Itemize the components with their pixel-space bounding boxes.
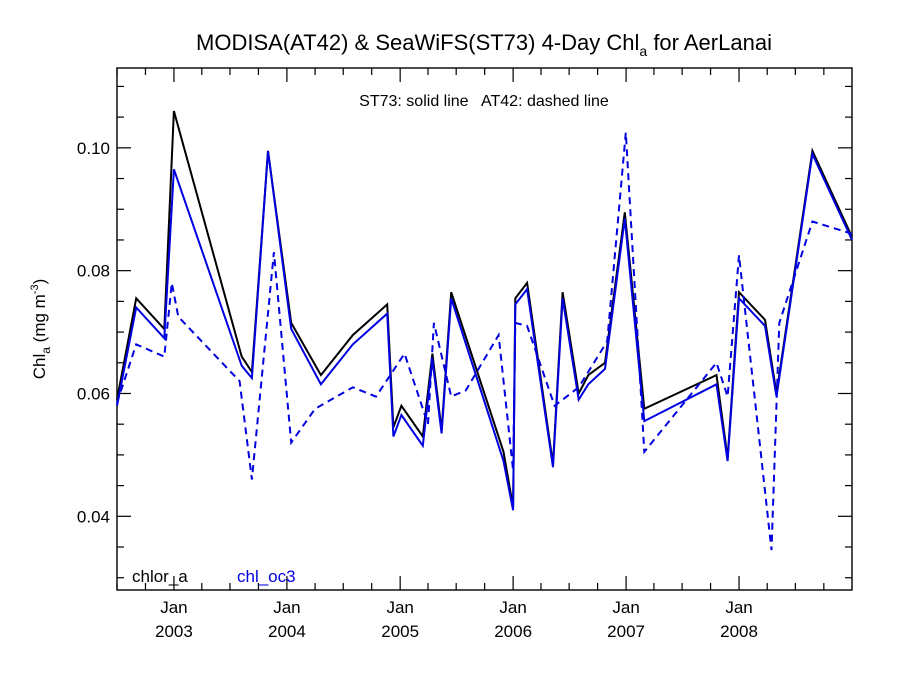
y-axis-label-units: (mg m bbox=[30, 294, 49, 347]
legend-label-chlor-a: chlor_a bbox=[132, 567, 188, 586]
series-line-st73-chlor-a bbox=[116, 110, 853, 508]
y-axis-label: Chla (mg m-3) bbox=[29, 279, 53, 380]
line-style-annotation: ST73: solid line AT42: dashed line bbox=[359, 93, 609, 110]
chart-title-subscript: a bbox=[639, 43, 647, 59]
x-tick-label-year: 2004 bbox=[268, 622, 306, 641]
x-tick-label-month: Jan bbox=[273, 598, 300, 617]
y-axis-label-close: ) bbox=[30, 279, 49, 285]
x-tick-label-month: Jan bbox=[725, 598, 752, 617]
chart-title-tail: for AerLanai bbox=[647, 30, 772, 55]
y-tick-label: 0.08 bbox=[77, 262, 110, 281]
x-tick-label-year: 2007 bbox=[607, 622, 645, 641]
y-axis-label-subscript: a bbox=[39, 347, 53, 354]
y-axis-label-superscript: -3 bbox=[29, 284, 41, 294]
data-series bbox=[116, 110, 853, 551]
plot-frame bbox=[116, 67, 853, 591]
x-tick-label-year: 2006 bbox=[494, 622, 532, 641]
x-tick-label-month: Jan bbox=[612, 598, 639, 617]
x-tick-label-year: 2005 bbox=[381, 622, 419, 641]
x-tick-label-year: 2003 bbox=[155, 622, 193, 641]
chart-title: MODISA(AT42) & SeaWiFS(ST73) 4-Day Chla … bbox=[196, 30, 772, 59]
y-axis-label-main: Chl bbox=[30, 354, 49, 380]
x-tick-label-month: Jan bbox=[386, 598, 413, 617]
x-tick-label-month: Jan bbox=[160, 598, 187, 617]
series-line-at42-chl-oc3 bbox=[116, 132, 853, 551]
y-tick-label: 0.10 bbox=[77, 139, 110, 158]
x-tick-label-year: 2008 bbox=[720, 622, 758, 641]
legend: chlor_a chl_oc3 bbox=[132, 567, 296, 586]
series-line-st73-chl-oc3 bbox=[116, 150, 853, 511]
y-tick-label: 0.04 bbox=[77, 507, 110, 526]
chart-title-main: MODISA(AT42) & SeaWiFS(ST73) 4-Day Chl bbox=[196, 30, 639, 55]
x-tick-label-month: Jan bbox=[499, 598, 526, 617]
legend-label-chl-oc3: chl_oc3 bbox=[237, 567, 296, 586]
y-tick-label: 0.06 bbox=[77, 384, 110, 403]
